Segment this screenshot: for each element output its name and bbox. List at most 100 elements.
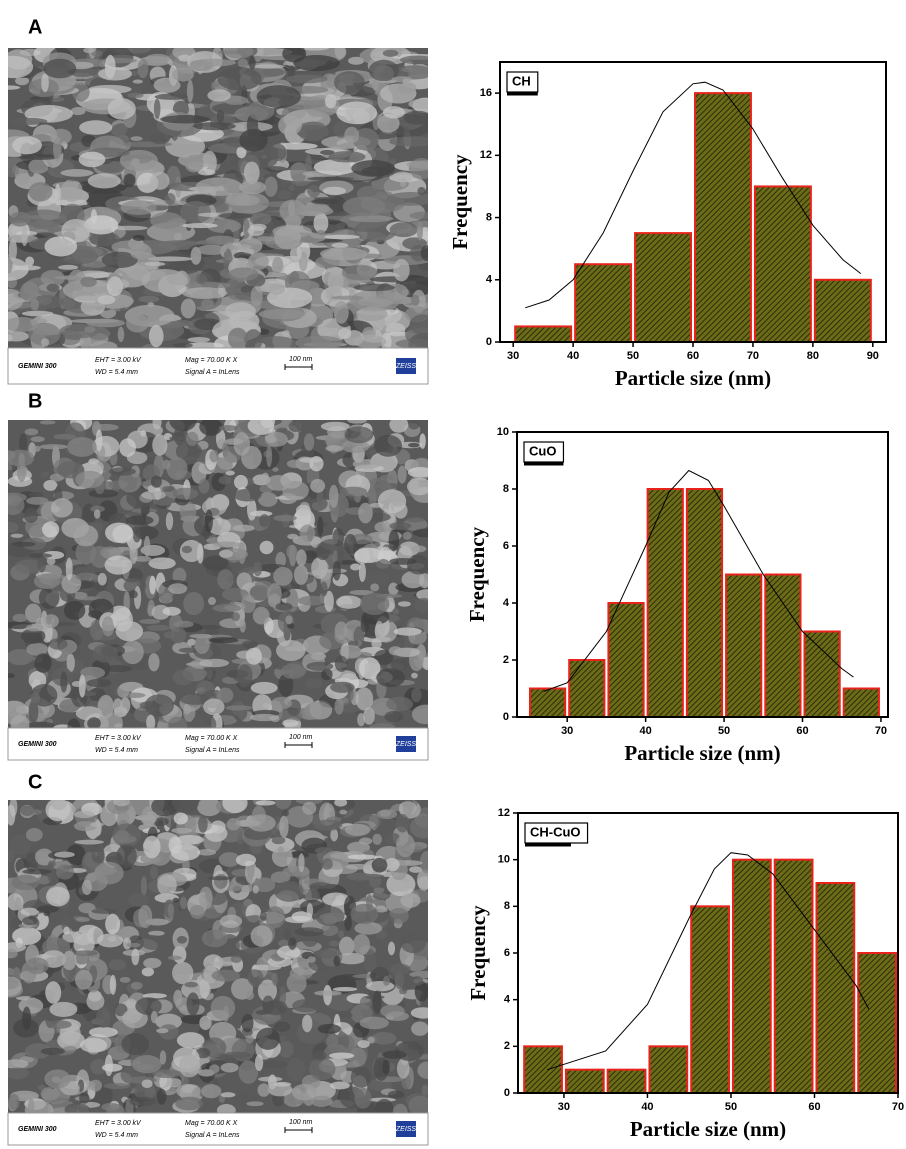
grain (298, 853, 304, 872)
grain (26, 497, 49, 505)
grain (211, 996, 235, 1020)
grain (300, 524, 316, 542)
grain (171, 828, 192, 834)
grain (253, 885, 259, 893)
grain (258, 309, 305, 319)
grain (394, 627, 422, 635)
bar (691, 906, 729, 1093)
grain (292, 999, 321, 1013)
grain (102, 616, 114, 636)
grain (13, 614, 28, 622)
y-axis-label: Frequency (465, 526, 489, 622)
legend-label: CuO (529, 443, 556, 458)
grain (260, 911, 267, 920)
grain (61, 179, 83, 202)
grain (246, 1101, 263, 1106)
x-tick-label: 70 (892, 1101, 904, 1113)
grain (277, 946, 300, 959)
grain (332, 243, 349, 248)
x-tick-label: 60 (808, 1101, 820, 1113)
bar (635, 233, 691, 342)
grain (117, 684, 129, 697)
y-tick-label: 4 (504, 994, 511, 1006)
sem-mag: Mag = 70.00 K X (185, 1120, 238, 1127)
grain (120, 977, 131, 983)
grain (144, 536, 150, 557)
grain (331, 296, 365, 300)
grain (338, 328, 351, 339)
grain (142, 1079, 153, 1088)
sem-signal: Signal A = InLens (185, 1132, 240, 1139)
x-tick-label: 70 (875, 725, 887, 737)
grain (339, 937, 355, 956)
grain (199, 418, 222, 436)
y-tick-label: 0 (486, 336, 492, 348)
grain (358, 298, 393, 307)
grain (199, 479, 210, 494)
grain (255, 581, 272, 587)
grain (335, 698, 344, 715)
grain (133, 80, 143, 84)
grain (126, 314, 149, 332)
sem-wd: WD = 5.4 mm (95, 747, 138, 754)
grain (91, 909, 117, 914)
x-axis-label: Particle size (nm) (615, 366, 771, 390)
grain (237, 572, 252, 589)
grain (110, 975, 117, 995)
grain (286, 74, 328, 83)
bar (608, 1070, 646, 1093)
grain (197, 245, 227, 255)
grain (169, 409, 196, 431)
y-tick-label: 12 (480, 149, 492, 161)
grain (419, 433, 425, 448)
sem-logo: ZEISS (395, 363, 417, 370)
grain (366, 981, 395, 991)
grain (408, 443, 420, 448)
grain (115, 830, 129, 843)
grain (241, 594, 256, 613)
grain (255, 800, 275, 805)
grain (376, 668, 405, 687)
grain (330, 682, 355, 693)
grain (87, 679, 112, 687)
grain (133, 235, 145, 241)
grain (180, 897, 187, 910)
grain (31, 436, 45, 442)
grain (220, 915, 242, 928)
y-tick-label: 10 (498, 854, 510, 866)
grain (360, 593, 389, 615)
grain (272, 847, 293, 867)
grain (391, 76, 411, 82)
sem-wd: WD = 5.4 mm (95, 1132, 138, 1139)
grain (162, 593, 171, 600)
grain (148, 653, 159, 671)
grain (258, 1077, 282, 1082)
grain (333, 987, 357, 991)
x-tick-label: 50 (725, 1101, 737, 1113)
grain (41, 1048, 65, 1055)
x-tick-label: 90 (867, 350, 879, 362)
grain (6, 805, 15, 826)
grain (210, 820, 225, 833)
grain (259, 514, 270, 527)
y-tick-label: 2 (503, 654, 509, 666)
grain (400, 893, 420, 908)
grain (411, 295, 420, 306)
grain (101, 1103, 120, 1111)
grain (338, 930, 344, 938)
grain (262, 996, 274, 1014)
grain (333, 956, 340, 967)
grain (62, 951, 76, 970)
grain (286, 545, 297, 559)
grain (198, 815, 208, 832)
grain (124, 174, 136, 188)
grain (1, 522, 19, 533)
grain (130, 136, 142, 141)
grain (389, 558, 417, 565)
grain (176, 835, 204, 845)
grain (20, 908, 39, 916)
grain (167, 457, 188, 480)
grain (382, 1051, 407, 1059)
grain (240, 619, 246, 632)
grain (402, 532, 411, 540)
